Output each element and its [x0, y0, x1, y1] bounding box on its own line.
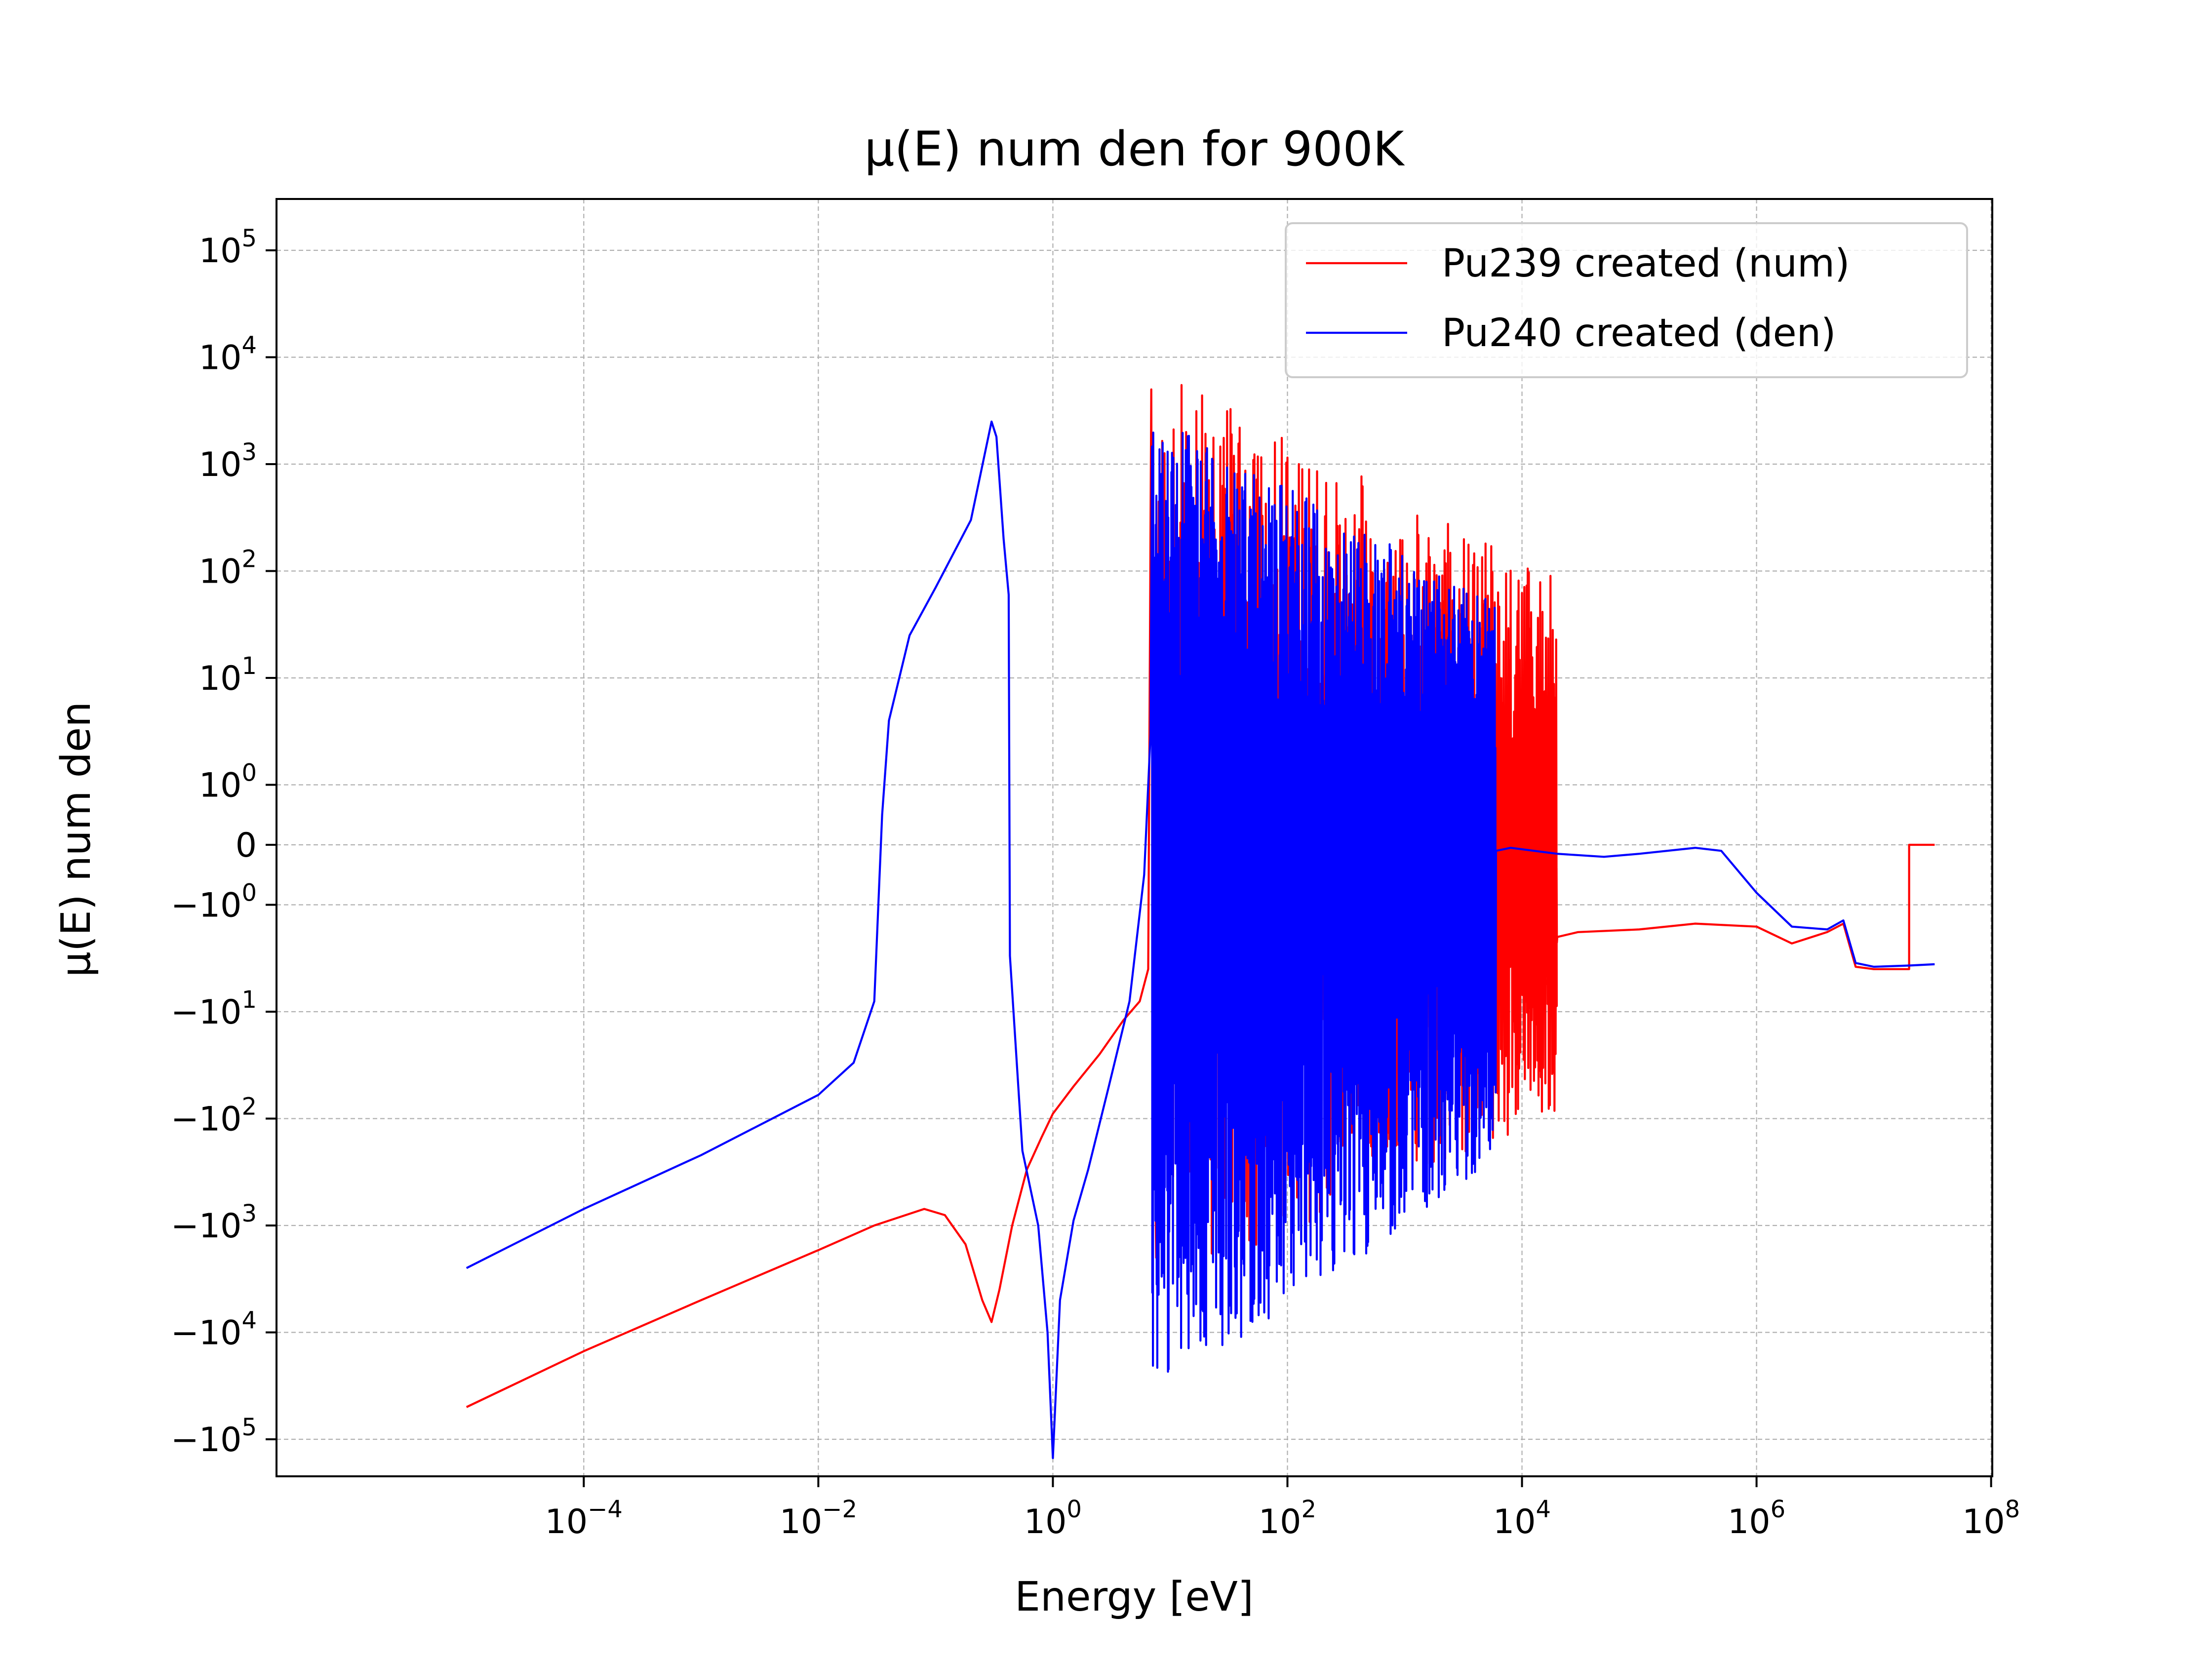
y-tick-label: −101: [171, 986, 257, 1032]
y-tick-label: 100: [199, 759, 257, 805]
y-tick-label: −100: [171, 879, 257, 925]
plot-frame: [276, 198, 1993, 1477]
y-tick-label: −102: [171, 1093, 257, 1139]
x-axis: 10−4 10−2 100 102 104 106 108: [545, 1476, 2020, 1541]
x-tick-label: 102: [1259, 1496, 1316, 1541]
legend-label-pu240: Pu240 created (den): [1442, 311, 1836, 356]
legend-box: [1285, 222, 1968, 378]
x-tick-label: 108: [1962, 1496, 2020, 1541]
series-layer: [466, 384, 1935, 1460]
series-line-pu240: [466, 420, 1935, 1460]
x-tick-label: 106: [1728, 1496, 1785, 1541]
y-tick-label: 101: [199, 652, 257, 698]
legend: Pu239 created (num) Pu240 created (den): [1285, 222, 1968, 378]
y-tick-label: 0: [236, 826, 257, 865]
y-axis-label: μ(E) num den: [53, 702, 100, 977]
y-tick-label: −103: [171, 1200, 257, 1246]
y-tick-label: 102: [199, 546, 257, 592]
y-axis: 105 104 103 102 101 100 0 −100 −101 −102 −103 −104 −…: [171, 225, 276, 1460]
x-tick-label: 104: [1493, 1496, 1551, 1541]
x-axis-label: Energy [eV]: [1015, 1574, 1254, 1620]
chart-title: μ(E) num den for 900K: [865, 121, 1405, 177]
x-tick-label: 10−4: [545, 1496, 623, 1541]
y-tick-label: 103: [199, 438, 257, 484]
y-tick-label: 105: [199, 225, 257, 271]
y-tick-label: −105: [171, 1414, 257, 1460]
y-tick-label: 104: [199, 332, 257, 378]
legend-label-pu239: Pu239 created (num): [1442, 241, 1850, 286]
x-tick-label: 100: [1024, 1496, 1082, 1541]
y-tick-label: −104: [171, 1307, 257, 1353]
x-tick-label: 10−2: [780, 1496, 857, 1541]
